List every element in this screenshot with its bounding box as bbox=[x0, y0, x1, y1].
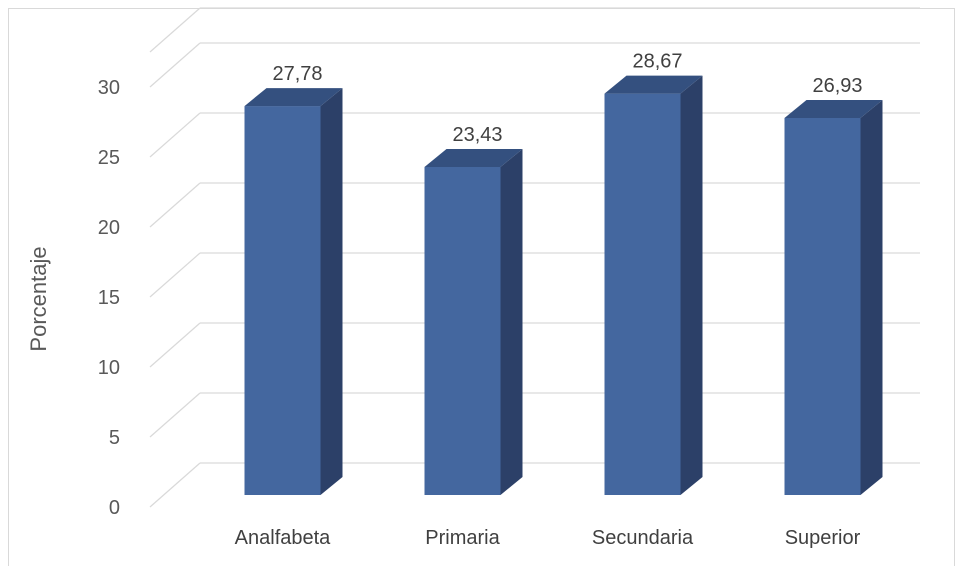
x-category-label: Superior bbox=[785, 527, 861, 549]
bar-group: 27,78 bbox=[244, 63, 343, 495]
gridline-side bbox=[149, 392, 201, 438]
bar-side bbox=[860, 99, 883, 495]
bar-group: 23,43 bbox=[424, 124, 523, 496]
data-label: 27,78 bbox=[272, 63, 322, 85]
bar-group: 26,93 bbox=[784, 75, 883, 495]
bar bbox=[424, 166, 501, 496]
gridline-side bbox=[149, 252, 201, 298]
bar-side bbox=[500, 148, 523, 496]
bar-top bbox=[244, 88, 343, 107]
x-axis-labels: Analfabeta Primaria Secundaria Superior bbox=[235, 527, 861, 549]
gridline-side bbox=[149, 112, 201, 158]
bar-side bbox=[320, 88, 343, 495]
y-tick-label: 0 bbox=[109, 497, 120, 519]
gridline-side bbox=[149, 42, 201, 88]
bar-group: 28,67 bbox=[604, 51, 703, 496]
y-tick-label: 15 bbox=[98, 287, 120, 309]
bar-top bbox=[784, 99, 883, 118]
bar bbox=[784, 117, 861, 495]
x-category-label: Secundaria bbox=[592, 527, 694, 549]
x-category-label: Primaria bbox=[425, 527, 500, 549]
y-tick-label: 30 bbox=[98, 77, 120, 99]
data-label: 26,93 bbox=[812, 75, 862, 97]
gridline-side bbox=[149, 322, 201, 368]
x-category-label: Analfabeta bbox=[235, 527, 332, 549]
bar-top bbox=[424, 148, 523, 167]
y-tick-label: 25 bbox=[98, 147, 120, 169]
y-axis-title: Porcentaje bbox=[26, 246, 51, 351]
y-tick-label: 10 bbox=[98, 357, 120, 379]
bar bbox=[244, 106, 321, 495]
gridline-side bbox=[149, 182, 201, 228]
data-label: 23,43 bbox=[452, 124, 502, 146]
gridline-side bbox=[149, 7, 201, 53]
data-label: 28,67 bbox=[632, 51, 682, 73]
gridline-side bbox=[149, 462, 201, 508]
bars-layer: 27,78 23,43 28,67 26,93 bbox=[244, 51, 883, 496]
y-tick-label: 5 bbox=[109, 427, 120, 449]
bar-top bbox=[604, 75, 703, 94]
bar-side bbox=[680, 75, 703, 496]
y-axis-ticks: 0 5 10 15 20 25 30 bbox=[98, 77, 120, 519]
y-tick-label: 20 bbox=[98, 217, 120, 239]
bar bbox=[604, 93, 681, 496]
